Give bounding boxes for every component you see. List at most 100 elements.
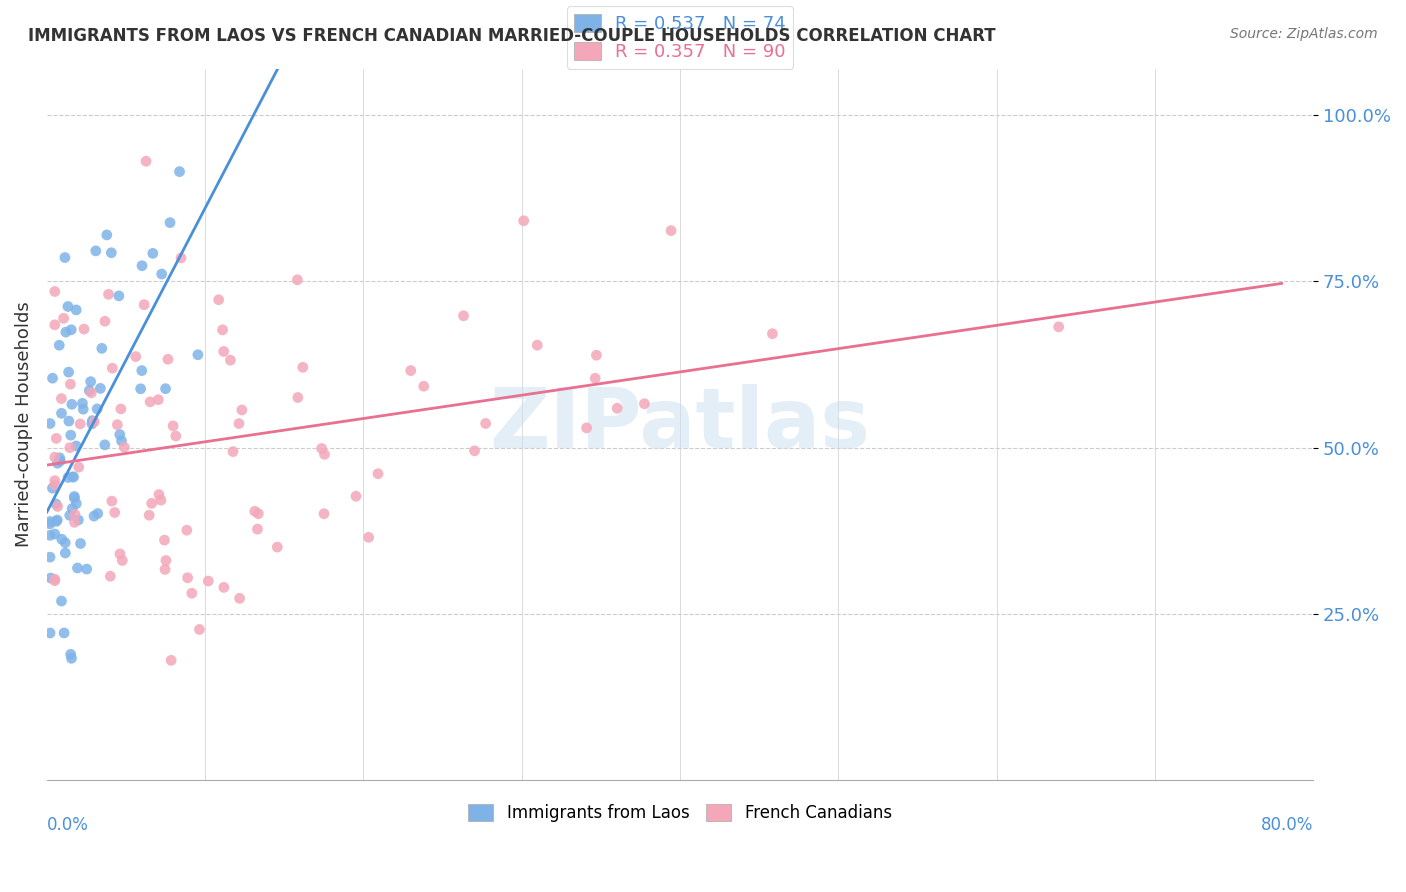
Point: [659, 224, 682, 238]
Point: [474, 417, 496, 431]
Point: [77, 384, 100, 398]
Point: [97, 287, 120, 301]
Point: [105, 417, 128, 432]
Point: [155, 553, 177, 567]
Point: [344, 489, 367, 503]
Point: [160, 653, 183, 667]
Point: [104, 506, 127, 520]
Point: [46, 500, 69, 514]
Point: [112, 440, 135, 454]
Point: [60, 323, 83, 337]
Point: [45, 514, 67, 528]
Point: [52, 311, 75, 326]
Point: [48, 450, 70, 465]
Point: [56, 470, 79, 484]
Point: [169, 164, 191, 178]
Point: [526, 338, 548, 352]
Point: [412, 379, 434, 393]
Point: [108, 289, 131, 303]
Point: [59, 508, 82, 523]
Point: [135, 154, 157, 169]
Point: [156, 352, 179, 367]
Point: [139, 395, 162, 409]
Point: [83, 509, 105, 524]
Point: [39, 571, 62, 585]
Point: [176, 571, 198, 585]
Point: [180, 586, 202, 600]
Point: [69, 536, 91, 550]
Point: [176, 523, 198, 537]
Point: [575, 421, 598, 435]
Point: [67, 513, 90, 527]
Point: [39, 516, 62, 531]
Point: [39, 550, 62, 565]
Point: [312, 507, 335, 521]
Point: [63, 508, 86, 522]
Point: [311, 442, 333, 456]
Point: [56, 300, 79, 314]
Point: [45, 497, 67, 511]
Point: [44, 574, 66, 588]
Point: [131, 363, 153, 377]
Point: [53, 546, 76, 560]
Point: [51, 594, 73, 608]
Point: [131, 259, 153, 273]
Point: [51, 533, 73, 547]
Point: [291, 360, 314, 375]
Point: [94, 438, 117, 452]
Point: [219, 353, 242, 368]
Point: [51, 406, 73, 420]
Point: [80, 385, 103, 400]
Point: [72, 402, 94, 417]
Point: [108, 547, 131, 561]
Point: [148, 392, 170, 407]
Point: [58, 414, 80, 428]
Point: [63, 491, 86, 505]
Text: 80.0%: 80.0%: [1261, 815, 1313, 834]
Point: [357, 530, 380, 544]
Point: [44, 527, 66, 541]
Point: [51, 392, 73, 406]
Point: [94, 314, 117, 328]
Point: [83, 415, 105, 429]
Point: [228, 417, 250, 431]
Point: [60, 397, 83, 411]
Point: [170, 251, 193, 265]
Legend: Immigrants from Laos, French Canadians: Immigrants from Laos, French Canadians: [461, 797, 898, 829]
Point: [108, 427, 131, 442]
Point: [150, 267, 173, 281]
Point: [1047, 319, 1070, 334]
Point: [60, 651, 83, 665]
Point: [84, 244, 107, 258]
Point: [59, 441, 82, 455]
Point: [45, 431, 67, 445]
Point: [87, 507, 110, 521]
Point: [606, 401, 628, 416]
Point: [583, 371, 606, 385]
Point: [110, 401, 132, 416]
Point: [141, 496, 163, 510]
Point: [96, 227, 118, 242]
Point: [46, 456, 69, 470]
Point: [72, 396, 94, 410]
Point: [49, 454, 72, 468]
Point: [111, 553, 134, 567]
Point: [46, 513, 69, 527]
Point: [243, 504, 266, 518]
Point: [65, 439, 87, 453]
Point: [59, 428, 82, 442]
Point: [100, 245, 122, 260]
Point: [761, 326, 783, 341]
Point: [48, 338, 70, 352]
Point: [76, 562, 98, 576]
Point: [155, 382, 177, 396]
Point: [58, 365, 80, 379]
Point: [39, 528, 62, 542]
Point: [287, 391, 309, 405]
Point: [59, 377, 82, 392]
Point: [142, 246, 165, 260]
Point: [222, 444, 245, 458]
Point: [125, 350, 148, 364]
Point: [153, 562, 176, 576]
Point: [129, 382, 152, 396]
